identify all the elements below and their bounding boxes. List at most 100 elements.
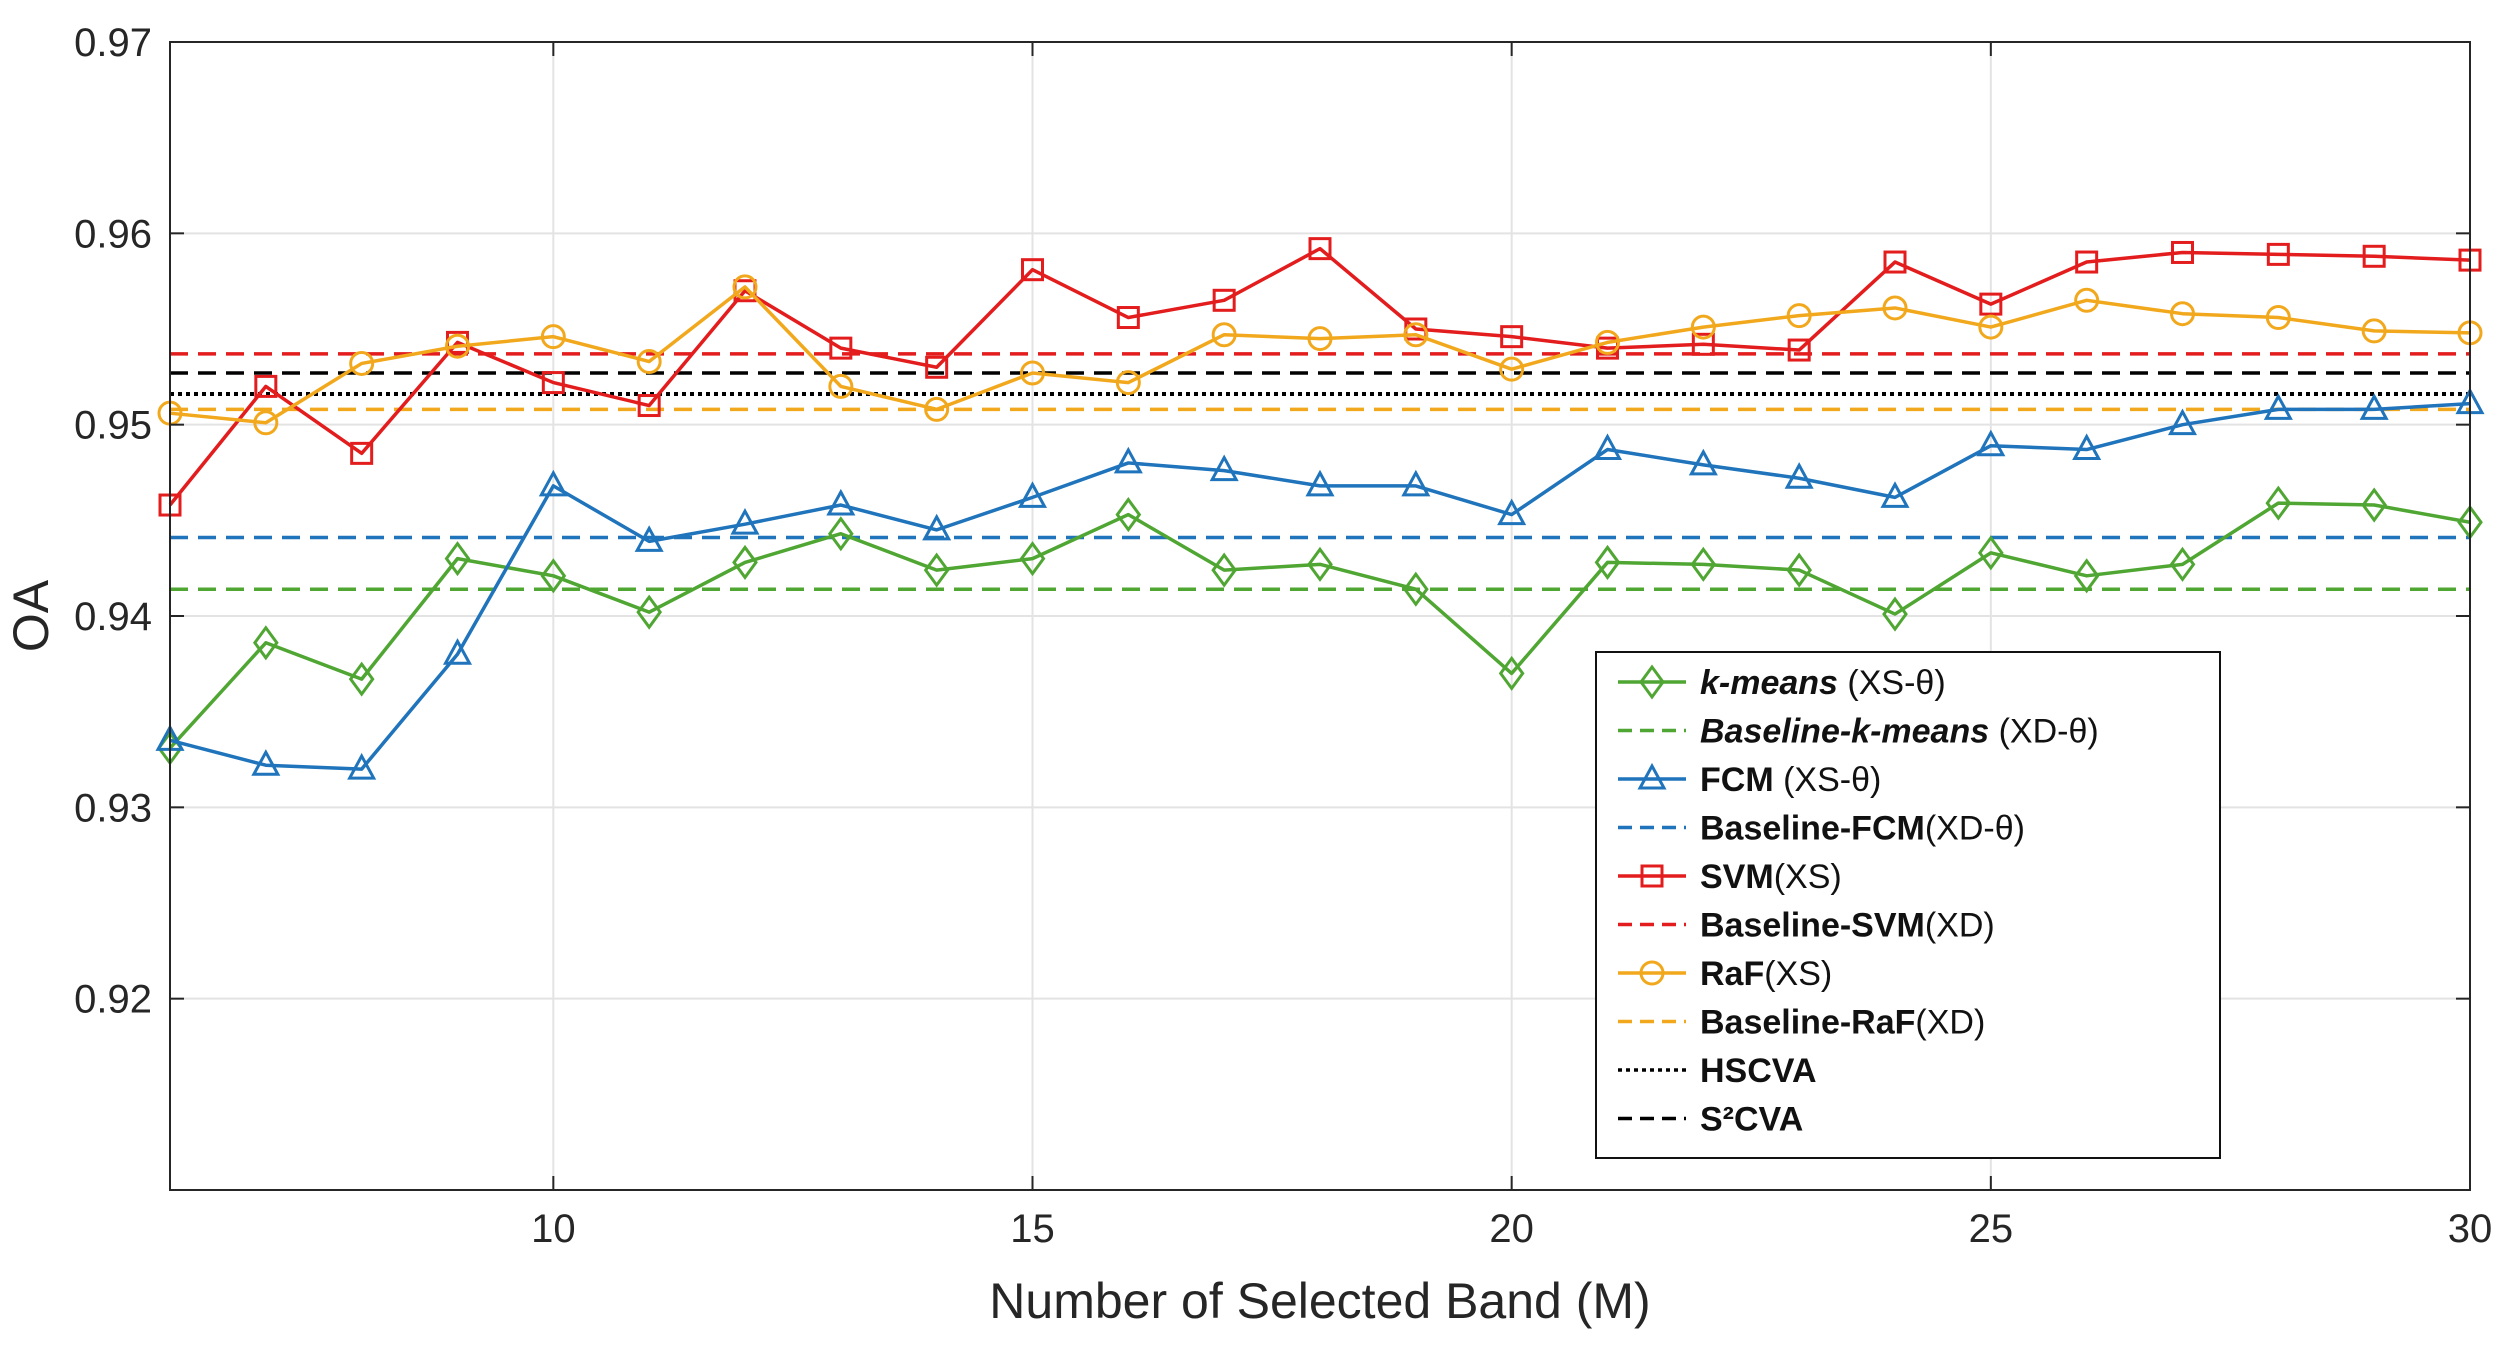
data-point-s3-x11	[636, 349, 662, 375]
legend-label-1: Baseline-k-means (XD-θ)	[1700, 713, 2099, 751]
data-point-s1-x9	[442, 638, 473, 665]
legend-label-8: HSCVA	[1700, 1052, 1817, 1090]
data-point-s2-x22	[1691, 332, 1715, 356]
data-point-s0-x28	[2265, 485, 2292, 521]
data-point-s2-x11	[637, 394, 661, 418]
data-point-s1-x16	[1113, 446, 1143, 474]
data-point-s1-x26	[2072, 433, 2102, 461]
data-point-s1-x18	[1305, 469, 1335, 497]
legend-label-rest-4: (XS)	[1774, 858, 1842, 896]
legend-label-0: k-means (XS-θ)	[1700, 664, 1946, 702]
data-point-s0-x19	[1402, 571, 1429, 607]
data-point-s0-x27	[2169, 546, 2196, 582]
data-point-s3-x17	[1211, 322, 1237, 348]
data-point-s2-x25	[1979, 292, 2003, 316]
legend-label-rest-0: (XS-θ)	[1838, 664, 1946, 702]
data-point-s2-x17	[1212, 288, 1236, 312]
data-point-s0-x7	[252, 625, 279, 661]
data-point-s1-x24	[1880, 481, 1910, 508]
legend-box	[1595, 651, 2221, 1159]
data-point-s0-x16	[1115, 497, 1142, 533]
x-tick-label-20: 20	[1489, 1207, 1534, 1251]
data-point-s1-x8	[347, 752, 377, 780]
data-point-s1-x10	[538, 469, 568, 497]
data-point-s3-x7	[253, 410, 279, 436]
legend-label-main-9: S²CVA	[1700, 1101, 1803, 1139]
data-point-s3-x13	[828, 373, 854, 399]
data-point-s1-x15	[1017, 481, 1048, 508]
y-tick-label-4: 0.96	[74, 212, 152, 256]
data-point-s2-x10	[541, 371, 565, 395]
legend-label-6: RaF(XS)	[1700, 955, 1832, 993]
legend-label-main-3: Baseline-FCM	[1700, 810, 1925, 848]
data-point-s3-x21	[1595, 329, 1620, 355]
legend-label-9: S²CVA	[1700, 1101, 1803, 1139]
data-point-s3-x18	[1307, 326, 1333, 352]
data-point-s0-x13	[827, 516, 854, 552]
legend-label-main-8: HSCVA	[1700, 1052, 1817, 1090]
data-point-s2-x26	[2075, 250, 2099, 274]
y-tick-label-3: 0.95	[74, 404, 152, 448]
data-point-s0-x21	[1594, 544, 1621, 580]
legend-label-main-0: k-means	[1700, 664, 1838, 702]
data-point-s1-x11	[634, 525, 664, 552]
data-point-s3-x26	[2074, 287, 2100, 313]
series-line-3	[169, 285, 2471, 425]
data-point-s0-x11	[636, 594, 663, 630]
legend-label-3: Baseline-FCM(XD-θ)	[1700, 810, 2025, 848]
series-group-0	[157, 485, 2483, 766]
data-point-s1-x14	[922, 513, 952, 541]
data-point-s0-x10	[540, 558, 567, 594]
data-point-s1-x22	[1688, 448, 1718, 476]
data-point-s3-x9	[445, 333, 470, 359]
data-point-s2-x13	[829, 336, 853, 360]
data-point-s1-x7	[251, 749, 281, 776]
legend-label-main-2: FCM	[1700, 761, 1774, 799]
legend-label-rest-6: (XS)	[1764, 955, 1832, 993]
data-point-s0-x25	[1977, 535, 2004, 571]
legend-label-main-1: Baseline-k-means	[1700, 713, 1989, 751]
axis-ticks: 10 15 20 25 30 0.92 0.93 0.94 0.95 0.96 0.97	[74, 21, 2492, 1251]
data-point-s1-x13	[826, 488, 856, 516]
legend-marker-2	[1637, 762, 1667, 790]
y-tick-label-1: 0.93	[74, 786, 152, 830]
data-point-s0-x20	[1498, 655, 1525, 691]
data-point-s3-x12	[732, 274, 758, 300]
series-line-0	[168, 501, 2471, 750]
y-tick-label-0: 0.92	[74, 978, 152, 1022]
data-point-s2-x16	[1116, 306, 1140, 330]
legend-label-rest-3: (XD-θ)	[1925, 810, 2025, 848]
data-point-s1-x21	[1592, 433, 1623, 461]
data-point-s1-x28	[2263, 393, 2293, 420]
data-point-s1-x25	[1976, 429, 2006, 457]
data-point-s3-x8	[349, 350, 375, 376]
data-point-s2-x29	[2362, 244, 2386, 268]
legend-marker-6	[1639, 960, 1665, 986]
legend-label-5: Baseline-SVM(XD)	[1700, 907, 1995, 945]
legend-marker-0	[1639, 664, 1665, 700]
series-line-1	[169, 401, 2471, 771]
data-point-s2-x18	[1308, 237, 1332, 261]
data-point-s2-x15	[1021, 258, 1044, 282]
data-point-s0-x17	[1211, 552, 1238, 588]
data-point-s3-x24	[1882, 295, 1908, 321]
data-point-s3-x19	[1403, 322, 1429, 348]
legend-label-7: Baseline-RaF(XD)	[1700, 1004, 1985, 1042]
data-point-s3-x14	[924, 396, 950, 422]
data-point-s1-x27	[2167, 408, 2198, 436]
legend: k-means (XS-θ) Baseline-k-means (XD-θ) FCM…	[1595, 651, 2221, 1159]
data-point-s2-x7	[254, 374, 278, 398]
legend-label-rest-2: (XS-θ)	[1774, 761, 1882, 799]
data-point-s2-x24	[1883, 250, 1907, 274]
y-tick-label-5: 0.97	[74, 21, 152, 65]
y-tick-label-2: 0.94	[74, 595, 152, 639]
series-line-2	[168, 246, 2471, 507]
data-point-s2-x8	[350, 441, 374, 465]
data-point-s0-x12	[732, 544, 758, 580]
data-point-s2-x27	[2171, 240, 2194, 264]
x-tick-label-25: 25	[1969, 1207, 2014, 1251]
data-point-s0-x9	[444, 541, 471, 577]
data-point-s1-x19	[1401, 469, 1431, 497]
data-point-s2-x20	[1500, 325, 1524, 349]
